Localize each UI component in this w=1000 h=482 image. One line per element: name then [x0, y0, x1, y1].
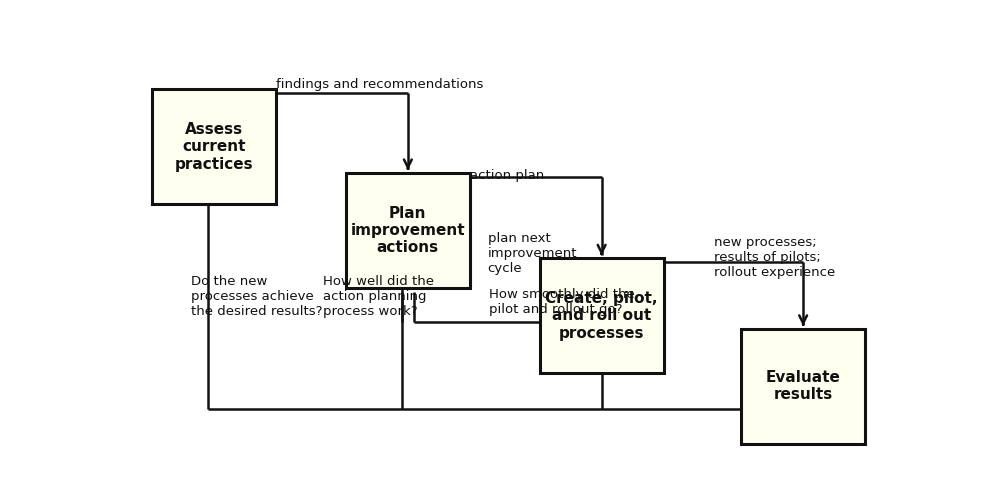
Text: action plan: action plan — [470, 169, 544, 182]
Text: findings and recommendations: findings and recommendations — [276, 78, 484, 91]
FancyBboxPatch shape — [346, 173, 470, 288]
Text: How smoothly did the
pilot and rollout go?: How smoothly did the pilot and rollout g… — [489, 288, 635, 316]
FancyBboxPatch shape — [540, 258, 664, 373]
Text: Assess
current
practices: Assess current practices — [175, 122, 253, 172]
Text: Create, pilot,
and roll out
processes: Create, pilot, and roll out processes — [545, 291, 658, 341]
Text: new processes;
results of pilots;
rollout experience: new processes; results of pilots; rollou… — [714, 236, 835, 279]
Text: Plan
improvement
actions: Plan improvement actions — [351, 205, 465, 255]
FancyBboxPatch shape — [741, 329, 865, 444]
FancyBboxPatch shape — [152, 89, 276, 204]
Text: Do the new
processes achieve
the desired results?: Do the new processes achieve the desired… — [191, 275, 322, 318]
Text: plan next
improvement
cycle: plan next improvement cycle — [488, 232, 577, 275]
Text: Evaluate
results: Evaluate results — [766, 370, 841, 402]
Text: How well did the
action planning
process work?: How well did the action planning process… — [323, 275, 434, 318]
